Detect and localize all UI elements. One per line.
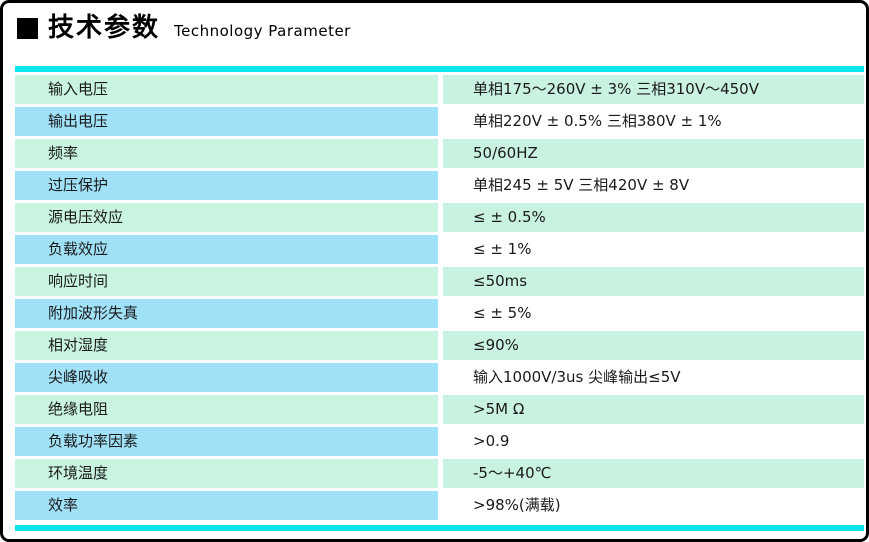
param-label-cell: 输出电压 bbox=[15, 107, 438, 136]
table-row: 频率 50/60HZ bbox=[15, 139, 864, 168]
parameter-table: 输入电压 单相175～260V ± 3% 三相310V～450V 输出电压 单相220… bbox=[15, 66, 864, 531]
table-top-bar bbox=[15, 66, 864, 72]
table-row: 负载功率因素 >0.9 bbox=[15, 427, 864, 456]
param-label-cell: 环境温度 bbox=[15, 459, 438, 488]
param-value-cell: ≤ ± 0.5% bbox=[443, 203, 864, 232]
param-label-cell: 相对湿度 bbox=[15, 331, 438, 360]
param-label-cell: 过压保护 bbox=[15, 171, 438, 200]
table-row: 附加波形失真 ≤ ± 5% bbox=[15, 299, 864, 328]
param-value-cell: >5M Ω bbox=[443, 395, 864, 424]
param-label-cell: 源电压效应 bbox=[15, 203, 438, 232]
param-value-cell: ≤90% bbox=[443, 331, 864, 360]
param-value-cell: -5～+40℃ bbox=[443, 459, 864, 488]
table-row: 相对湿度 ≤90% bbox=[15, 331, 864, 360]
param-value-cell: 输入1000V/3us 尖峰输出≤5V bbox=[443, 363, 864, 392]
table-row: 负载效应 ≤ ± 1% bbox=[15, 235, 864, 264]
param-label-cell: 绝缘电阻 bbox=[15, 395, 438, 424]
table-row: 过压保护 单相245 ± 5V 三相420V ± 8V bbox=[15, 171, 864, 200]
param-value-cell: 单相220V ± 0.5% 三相380V ± 1% bbox=[443, 107, 864, 136]
param-label-cell: 效率 bbox=[15, 491, 438, 520]
table-row: 输入电压 单相175～260V ± 3% 三相310V～450V bbox=[15, 75, 864, 104]
table-bottom-bar bbox=[15, 525, 864, 531]
param-value-cell: ≤50ms bbox=[443, 267, 864, 296]
param-value-cell: 50/60HZ bbox=[443, 139, 864, 168]
table-row: 源电压效应 ≤ ± 0.5% bbox=[15, 203, 864, 232]
black-square-icon bbox=[17, 17, 38, 39]
param-label-cell: 响应时间 bbox=[15, 267, 438, 296]
parameter-table-rows: 输入电压 单相175～260V ± 3% 三相310V～450V 输出电压 单相220… bbox=[15, 75, 864, 520]
table-row: 响应时间 ≤50ms bbox=[15, 267, 864, 296]
table-row: 绝缘电阻 >5M Ω bbox=[15, 395, 864, 424]
table-row: 尖峰吸收 输入1000V/3us 尖峰输出≤5V bbox=[15, 363, 864, 392]
table-row: 效率 >98%(满载) bbox=[15, 491, 864, 520]
param-value-cell: 单相175～260V ± 3% 三相310V～450V bbox=[443, 75, 864, 104]
param-value-cell: >98%(满载) bbox=[443, 491, 864, 520]
table-row: 输出电压 单相220V ± 0.5% 三相380V ± 1% bbox=[15, 107, 864, 136]
param-label-cell: 输入电压 bbox=[15, 75, 438, 104]
param-label-cell: 频率 bbox=[15, 139, 438, 168]
param-value-cell: 单相245 ± 5V 三相420V ± 8V bbox=[443, 171, 864, 200]
param-value-cell: >0.9 bbox=[443, 427, 864, 456]
param-value-cell: ≤ ± 5% bbox=[443, 299, 864, 328]
param-label-cell: 负载效应 bbox=[15, 235, 438, 264]
param-value-cell: ≤ ± 1% bbox=[443, 235, 864, 264]
param-label-cell: 尖峰吸收 bbox=[15, 363, 438, 392]
param-label-cell: 附加波形失真 bbox=[15, 299, 438, 328]
param-label-cell: 负载功率因素 bbox=[15, 427, 438, 456]
header: 技术参数 Technology Parameter bbox=[17, 15, 351, 41]
page-subtitle: Technology Parameter bbox=[174, 22, 351, 40]
page-title: 技术参数 bbox=[48, 13, 161, 43]
table-row: 环境温度 -5～+40℃ bbox=[15, 459, 864, 488]
